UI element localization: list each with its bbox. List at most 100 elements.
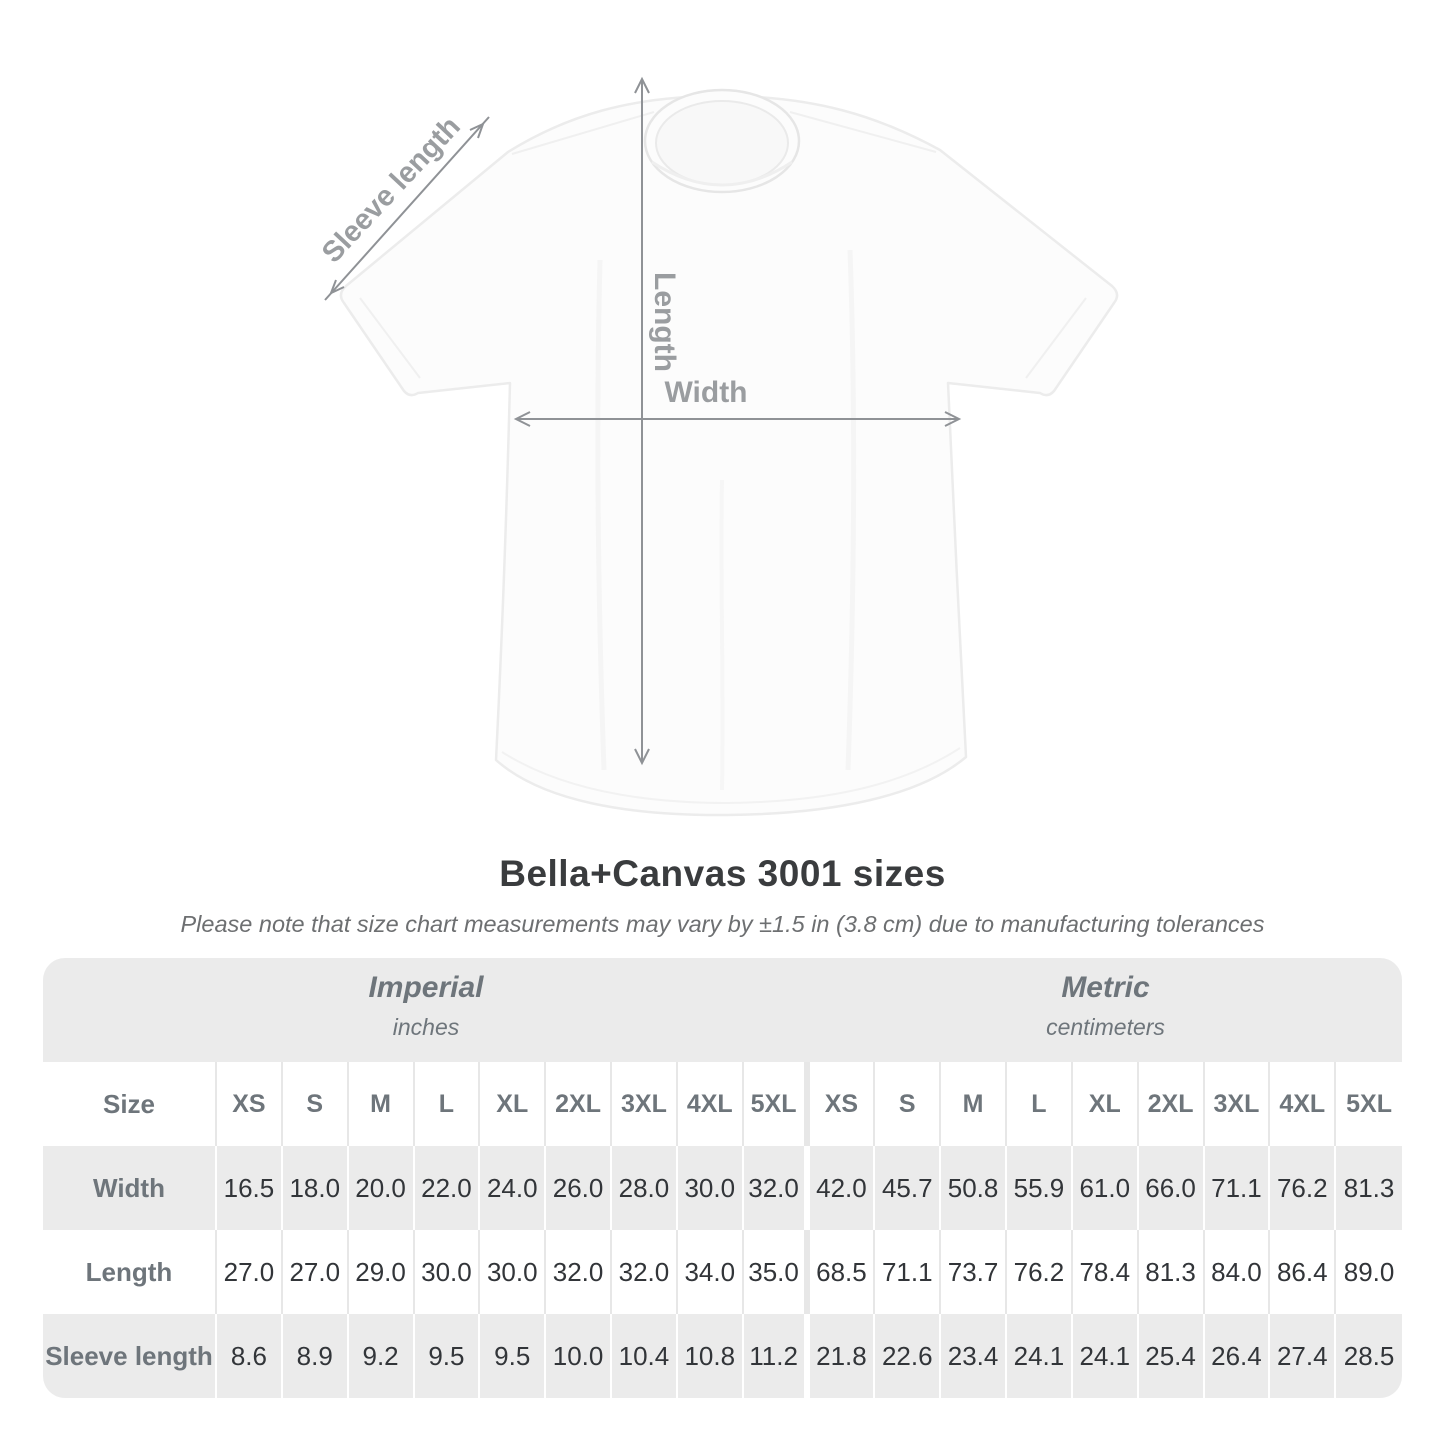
size-col-imperial-2xl: 2XL xyxy=(546,1062,612,1146)
value-cell-imperial: 22.0 xyxy=(414,1146,481,1230)
value-cell-metric: 23.4 xyxy=(941,1314,1007,1398)
value-cell-metric: 45.7 xyxy=(875,1146,942,1230)
value-cell-metric: 55.9 xyxy=(1007,1146,1073,1230)
value-cell-metric: 84.0 xyxy=(1204,1230,1271,1314)
value-cell-imperial: 10.4 xyxy=(612,1314,678,1398)
value-cell-metric: 26.4 xyxy=(1204,1314,1271,1398)
unit-header-imperial: Imperial inches xyxy=(43,958,809,1062)
length-arrow xyxy=(634,76,650,766)
value-cell-imperial: 18.0 xyxy=(282,1146,349,1230)
size-col-metric-5xl: 5XL xyxy=(1336,1062,1402,1146)
row-label: Width xyxy=(43,1146,217,1230)
value-cell-imperial: 32.0 xyxy=(546,1230,612,1314)
value-cell-metric: 86.4 xyxy=(1270,1230,1337,1314)
size-col-imperial-l: L xyxy=(414,1062,481,1146)
value-cell-metric: 50.8 xyxy=(941,1146,1007,1230)
size-col-metric-xs: XS xyxy=(809,1062,876,1146)
value-cell-imperial: 32.0 xyxy=(743,1146,810,1230)
value-cell-metric: 27.4 xyxy=(1270,1314,1337,1398)
value-cell-imperial: 11.2 xyxy=(743,1314,810,1398)
size-col-imperial-3xl: 3XL xyxy=(612,1062,678,1146)
size-col-metric-2xl: 2XL xyxy=(1138,1062,1205,1146)
size-col-metric-s: S xyxy=(875,1062,942,1146)
value-cell-metric: 71.1 xyxy=(1204,1146,1271,1230)
value-cell-metric: 21.8 xyxy=(809,1314,876,1398)
value-cell-imperial: 34.0 xyxy=(677,1230,744,1314)
value-cell-metric: 24.1 xyxy=(1072,1314,1139,1398)
tshirt-diagram: Sleeve length Length Width xyxy=(316,76,1119,817)
value-cell-imperial: 16.5 xyxy=(217,1146,283,1230)
value-cell-metric: 28.5 xyxy=(1336,1314,1402,1398)
size-col-imperial-m: M xyxy=(348,1062,415,1146)
value-cell-imperial: 35.0 xyxy=(743,1230,810,1314)
value-cell-imperial: 24.0 xyxy=(480,1146,547,1230)
measurement-row-length: Length 27.0 27.0 29.0 30.0 30.0 32.0 32.0 34.0 35… xyxy=(43,1230,1402,1314)
value-cell-metric: 71.1 xyxy=(875,1230,942,1314)
size-col-imperial-xl: XL xyxy=(480,1062,547,1146)
length-label: Length xyxy=(648,272,681,372)
size-col-metric-xl: XL xyxy=(1072,1062,1139,1146)
value-cell-imperial: 20.0 xyxy=(348,1146,415,1230)
value-cell-imperial: 32.0 xyxy=(612,1230,678,1314)
size-col-metric-m: M xyxy=(941,1062,1007,1146)
value-cell-imperial: 9.5 xyxy=(414,1314,481,1398)
unit-header-row: Imperial inches Metric centimeters xyxy=(43,958,1402,1062)
width-arrow xyxy=(513,411,962,427)
size-col-metric-l: L xyxy=(1007,1062,1073,1146)
value-cell-metric: 61.0 xyxy=(1072,1146,1139,1230)
row-label: Sleeve length xyxy=(43,1314,217,1398)
page-title: Bella+Canvas 3001 sizes xyxy=(499,853,946,894)
measurement-row-width: Width 16.5 18.0 20.0 22.0 24.0 26.0 28.0 30.0 32.… xyxy=(43,1146,1402,1230)
value-cell-metric: 66.0 xyxy=(1138,1146,1205,1230)
size-table: Imperial inches Metric centimeters Size X… xyxy=(43,958,1402,1398)
size-col-imperial-5xl: 5XL xyxy=(743,1062,810,1146)
metric-label: Metric xyxy=(1061,971,1150,1004)
value-cell-imperial: 10.0 xyxy=(546,1314,612,1398)
size-col-imperial-4xl: 4XL xyxy=(677,1062,744,1146)
value-cell-metric: 89.0 xyxy=(1336,1230,1402,1314)
value-cell-imperial: 30.0 xyxy=(414,1230,481,1314)
value-cell-imperial: 28.0 xyxy=(612,1146,678,1230)
value-cell-metric: 73.7 xyxy=(941,1230,1007,1314)
tolerance-note: Please note that size chart measurements… xyxy=(180,911,1265,937)
value-cell-imperial: 26.0 xyxy=(546,1146,612,1230)
measurement-arrows xyxy=(324,76,962,766)
imperial-label: Imperial xyxy=(368,971,484,1004)
value-cell-imperial: 8.9 xyxy=(282,1314,349,1398)
value-cell-metric: 24.1 xyxy=(1007,1314,1073,1398)
value-cell-imperial: 30.0 xyxy=(480,1230,547,1314)
size-col-imperial-s: S xyxy=(282,1062,349,1146)
value-cell-imperial: 9.2 xyxy=(348,1314,415,1398)
value-cell-metric: 76.2 xyxy=(1270,1146,1337,1230)
metric-unit-label: centimeters xyxy=(1046,1014,1165,1040)
value-cell-imperial: 30.0 xyxy=(677,1146,744,1230)
value-cell-imperial: 10.8 xyxy=(677,1314,744,1398)
imperial-unit-label: inches xyxy=(392,1014,460,1040)
unit-header-metric: Metric centimeters xyxy=(809,958,1402,1062)
size-col-imperial-xs: XS xyxy=(217,1062,283,1146)
size-header-row: Size XS S M L XL 2XL 3XL 4XL 5XL XS S M L XL 2XL 3XL 4XL 5… xyxy=(43,1062,1402,1146)
value-cell-metric: 22.6 xyxy=(875,1314,942,1398)
size-col-metric-3xl: 3XL xyxy=(1204,1062,1271,1146)
value-cell-metric: 25.4 xyxy=(1138,1314,1205,1398)
measurement-row-sleeve-length: Sleeve length 8.6 8.9 9.2 9.5 9.5 10.0 10.4 10.8… xyxy=(43,1314,1402,1398)
size-header-label: Size xyxy=(43,1062,217,1146)
value-cell-metric: 42.0 xyxy=(809,1146,876,1230)
value-cell-metric: 81.3 xyxy=(1336,1146,1402,1230)
size-col-metric-4xl: 4XL xyxy=(1270,1062,1337,1146)
size-table-body: Size XS S M L XL 2XL 3XL 4XL 5XL XS S M L XL 2XL 3XL 4XL 5… xyxy=(43,1062,1402,1398)
sleeve-length-arrow xyxy=(324,116,490,301)
value-cell-imperial: 9.5 xyxy=(480,1314,547,1398)
value-cell-imperial: 27.0 xyxy=(217,1230,283,1314)
row-label: Length xyxy=(43,1230,217,1314)
value-cell-imperial: 8.6 xyxy=(217,1314,283,1398)
value-cell-imperial: 29.0 xyxy=(348,1230,415,1314)
value-cell-metric: 76.2 xyxy=(1007,1230,1073,1314)
value-cell-metric: 78.4 xyxy=(1072,1230,1139,1314)
value-cell-imperial: 27.0 xyxy=(282,1230,349,1314)
width-label: Width xyxy=(664,376,747,409)
value-cell-metric: 68.5 xyxy=(809,1230,876,1314)
value-cell-metric: 81.3 xyxy=(1138,1230,1205,1314)
tshirt-illustration xyxy=(339,88,1119,817)
